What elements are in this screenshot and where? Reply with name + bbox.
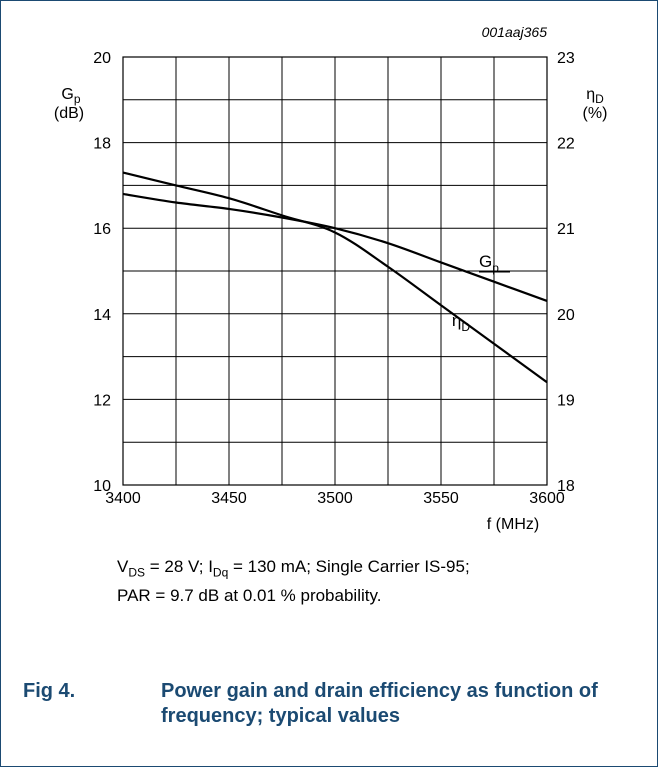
series-line-gp	[122, 192, 548, 302]
series-label-gp: Gp	[479, 252, 499, 275]
figure-title: Power gain and drain efficiency as funct…	[161, 679, 641, 729]
plot-border	[122, 56, 548, 486]
figure-code: 001aaj365	[482, 24, 548, 40]
y-left-label-unit: (dB)	[54, 105, 84, 122]
y-right-tick-label: 20	[557, 307, 575, 324]
x-tick-label: 3550	[423, 490, 459, 507]
test-conditions: VDS = 28 V; IDq = 130 mA; Single Carrier…	[117, 555, 470, 607]
y-left-tick-label: 20	[93, 50, 111, 67]
x-tick-label: 3450	[211, 490, 247, 507]
y-left-tick-label: 10	[93, 478, 111, 495]
grid	[122, 56, 548, 486]
y-right-tick-label: 23	[557, 50, 575, 67]
figure-title-line-1: Power gain and drain efficiency as funct…	[161, 680, 598, 702]
series-lines	[122, 171, 548, 384]
y-left-tick-label: 16	[93, 221, 111, 238]
x-tick-label: 3400	[105, 490, 141, 507]
series-label-etad: ηD	[452, 311, 470, 334]
y-right-label-symbol: ηD	[586, 86, 604, 106]
y-right-tick-label: 21	[557, 221, 575, 238]
y-right-tick-label: 19	[557, 392, 575, 409]
axis-labels: 001aaj365 Gp (dB) ηD (%) f (MHz) Gp ηD	[54, 24, 608, 533]
figure-title-line-2: frequency; typical values	[161, 705, 400, 727]
figure-number: Fig 4.	[23, 680, 76, 702]
y-right-label-unit: (%)	[583, 105, 608, 122]
x-tick-label: 3600	[529, 490, 565, 507]
y-left-tick-label: 12	[93, 392, 111, 409]
conditions-line-1: VDS = 28 V; IDq = 130 mA; Single Carrier…	[117, 557, 470, 580]
y-left-tick-label: 14	[93, 307, 111, 324]
conditions-line-2: PAR = 9.7 dB at 0.01 % probability.	[117, 586, 382, 606]
y-left-tick-label: 18	[93, 136, 111, 153]
x-tick-label: 3500	[317, 490, 353, 507]
x-axis-label: f (MHz)	[487, 516, 539, 533]
y-right-tick-label: 18	[557, 478, 575, 495]
y-right-tick-label: 22	[557, 136, 575, 153]
y-left-label-symbol: Gp	[61, 86, 80, 106]
series-line-etad	[122, 171, 548, 384]
axes: 3400 3450 3500 3550 3600 10 12 14 16 18 20 18 19 20 21…	[93, 50, 575, 507]
